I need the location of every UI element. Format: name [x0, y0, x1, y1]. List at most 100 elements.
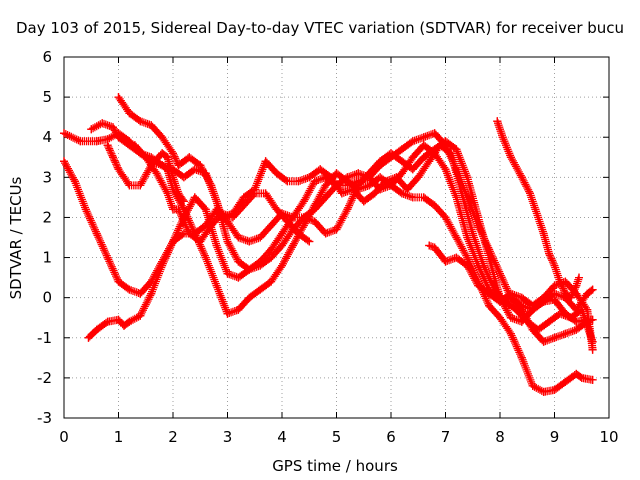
- data-point: [376, 173, 385, 182]
- data-point: [109, 123, 117, 132]
- data-point: [397, 145, 406, 154]
- data-point: [212, 241, 221, 250]
- data-point: [572, 325, 581, 334]
- data-point: [147, 289, 156, 298]
- data-point: [397, 169, 406, 178]
- data-point: [201, 253, 210, 262]
- data-point: [545, 317, 553, 326]
- data-point: [354, 177, 363, 186]
- data-point: [245, 293, 254, 302]
- data-point: [479, 261, 488, 270]
- x-tick-label: 7: [441, 428, 451, 446]
- x-tick-label: 8: [495, 428, 505, 446]
- data-point: [512, 305, 521, 314]
- data-point: [397, 157, 406, 166]
- x-tick-label: 10: [599, 428, 618, 446]
- data-point: [179, 173, 188, 182]
- data-point: [310, 217, 319, 226]
- data-point: [92, 229, 101, 238]
- data-point: [125, 285, 134, 294]
- data-point: [169, 173, 177, 182]
- data-point: [185, 153, 194, 162]
- data-point: [234, 273, 243, 282]
- data-point: [457, 189, 466, 198]
- data-point: [561, 377, 570, 386]
- data-point: [550, 385, 559, 394]
- data-point: [575, 273, 583, 282]
- data-point: [256, 261, 265, 270]
- y-tick-label: -1: [37, 329, 52, 347]
- data-point: [158, 149, 167, 158]
- data-point: [234, 257, 243, 266]
- chart-title: Day 103 of 2015, Sidereal Day-to-day VTE…: [16, 19, 624, 37]
- data-point: [234, 233, 243, 242]
- data-point: [408, 137, 417, 146]
- data-point: [109, 153, 117, 162]
- y-tick-label: 1: [42, 249, 52, 267]
- data-point: [114, 315, 123, 324]
- data-point: [452, 253, 461, 262]
- series-pass-6: [103, 141, 188, 206]
- data-point: [261, 157, 270, 166]
- data-point: [419, 133, 428, 142]
- data-point: [294, 229, 303, 238]
- data-point: [463, 261, 472, 270]
- data-point: [158, 261, 167, 270]
- data-series: [60, 93, 597, 396]
- data-point: [441, 165, 450, 174]
- y-tick-label: -2: [37, 369, 52, 387]
- data-point: [256, 285, 265, 294]
- data-point: [310, 177, 319, 186]
- data-point: [163, 153, 172, 162]
- data-point: [207, 221, 216, 230]
- x-tick-label: 6: [386, 428, 396, 446]
- data-point: [365, 173, 374, 182]
- data-point: [120, 321, 128, 330]
- data-point: [370, 189, 379, 198]
- data-point: [223, 309, 232, 318]
- data-point: [517, 353, 526, 362]
- data-point: [572, 369, 581, 378]
- data-point: [588, 375, 597, 384]
- data-point: [348, 185, 357, 194]
- data-point: [446, 149, 455, 158]
- data-point: [332, 169, 341, 178]
- data-point: [425, 157, 434, 166]
- data-point: [343, 173, 352, 182]
- data-point: [539, 387, 548, 396]
- data-point: [76, 137, 85, 146]
- data-point: [228, 213, 237, 222]
- data-point: [185, 229, 194, 238]
- data-point: [430, 129, 439, 138]
- data-point: [485, 245, 494, 254]
- data-point: [60, 157, 68, 166]
- data-point: [496, 313, 504, 322]
- series-pass-9: [493, 117, 583, 302]
- data-point: [555, 309, 564, 318]
- data-point: [419, 193, 428, 202]
- data-point: [92, 325, 101, 334]
- data-point: [239, 193, 248, 202]
- data-point: [103, 253, 112, 262]
- y-tick-label: 6: [42, 48, 52, 66]
- data-point: [561, 329, 570, 338]
- data-point: [256, 233, 265, 242]
- data-point: [283, 177, 292, 186]
- data-point: [174, 161, 183, 170]
- data-point: [539, 337, 548, 346]
- data-point: [234, 305, 243, 314]
- y-axis-label: SDTVAR / TECUs: [7, 176, 25, 299]
- data-point: [359, 197, 368, 206]
- data-point: [288, 241, 297, 250]
- data-point: [169, 149, 177, 158]
- data-point: [272, 205, 281, 214]
- y-tick-label: 4: [42, 128, 52, 146]
- data-point: [70, 177, 79, 186]
- y-tick-label: 2: [42, 208, 52, 226]
- data-point: [201, 205, 210, 214]
- data-point: [267, 245, 276, 254]
- data-point: [321, 229, 330, 238]
- data-point: [136, 289, 145, 298]
- data-point: [550, 281, 559, 290]
- data-point: [577, 373, 586, 382]
